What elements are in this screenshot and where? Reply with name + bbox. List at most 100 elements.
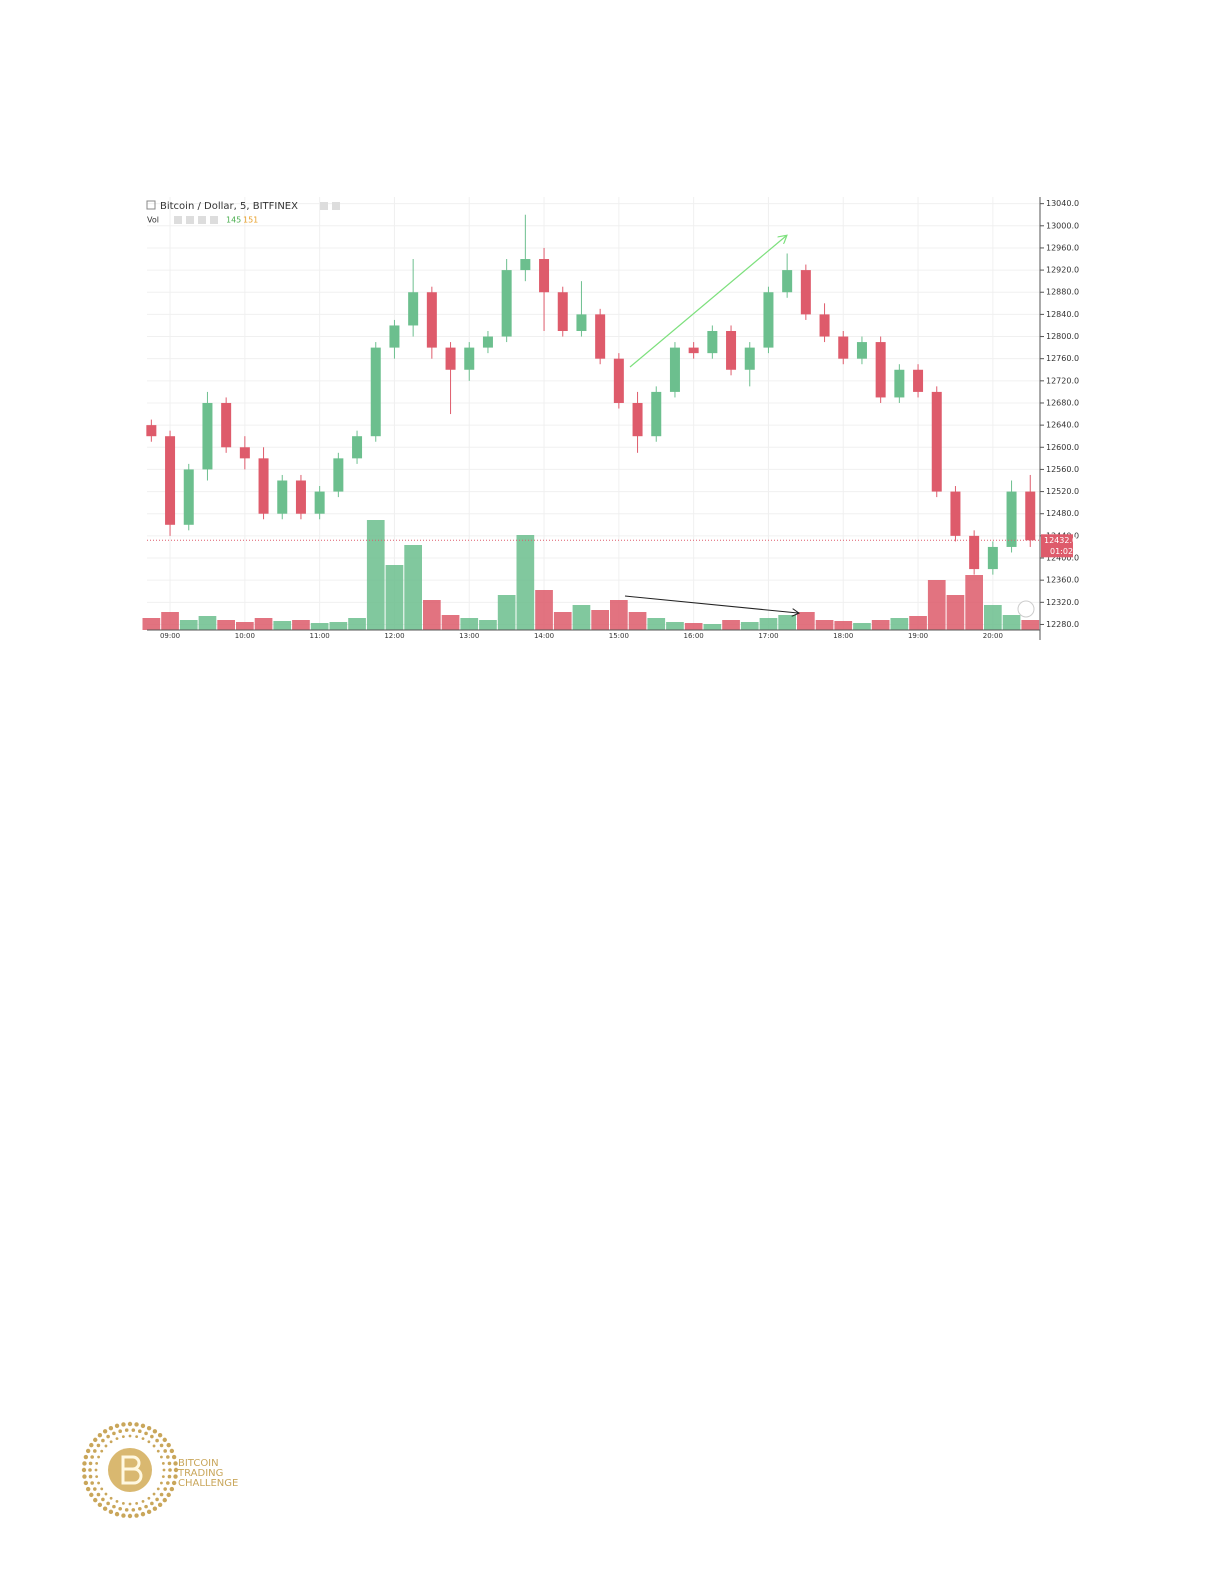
candle-body xyxy=(295,480,306,514)
volume-bar xyxy=(236,622,254,630)
volume-bar xyxy=(217,620,235,630)
logo-dot xyxy=(159,1443,164,1448)
candle-body xyxy=(202,402,213,470)
scroll-button[interactable] xyxy=(1017,600,1035,618)
logo-dot xyxy=(127,1421,133,1427)
candle-body xyxy=(651,391,662,437)
logo-dot xyxy=(134,1422,139,1427)
logo-dot xyxy=(100,1487,104,1491)
volume-bar xyxy=(853,623,871,630)
volume-bar xyxy=(273,621,292,630)
logo-dot xyxy=(156,1487,160,1491)
logo-dot xyxy=(134,1513,139,1518)
x-tick-label: 16:00 xyxy=(684,632,704,640)
toolbar-icons xyxy=(174,202,340,224)
logo-dot xyxy=(97,1481,100,1485)
chart: Bitcoin / Dollar, 5, BITFINEX Vol 145 15… xyxy=(142,197,1079,640)
candle-body xyxy=(632,402,643,437)
logo-dot xyxy=(138,1506,142,1511)
logo-dot xyxy=(131,1508,136,1512)
logo-dot xyxy=(101,1438,105,1443)
logo-dot xyxy=(150,1501,154,1506)
x-tick-label: 15:00 xyxy=(609,632,629,640)
logo-dot xyxy=(152,1429,158,1434)
plot-area xyxy=(147,197,1040,630)
logo-dot xyxy=(118,1506,122,1511)
candle-body xyxy=(314,491,325,514)
candle-body xyxy=(613,358,624,403)
logo-text: TRADING xyxy=(177,1468,223,1479)
logo-dot xyxy=(96,1492,101,1497)
candle-body xyxy=(782,270,793,293)
logo-dot xyxy=(124,1508,129,1512)
candle-body xyxy=(539,259,550,293)
trend-arrow xyxy=(629,236,786,368)
logo-dot xyxy=(108,1509,114,1515)
logo-dot xyxy=(100,1449,104,1453)
candle-body xyxy=(370,347,381,437)
logo-dot xyxy=(144,1431,148,1436)
volume-bar xyxy=(1002,615,1021,630)
logo-dot xyxy=(152,1492,156,1496)
candle-body xyxy=(258,458,269,514)
candle-body xyxy=(183,469,194,525)
x-tick-label: 20:00 xyxy=(983,632,1003,640)
logo-dot xyxy=(167,1461,172,1466)
volume-bar xyxy=(142,618,161,630)
logo-dot xyxy=(104,1444,108,1448)
logo-dot xyxy=(147,1496,151,1500)
candle-body xyxy=(800,270,811,315)
y-tick-label: 12840.0 xyxy=(1046,310,1079,319)
y-tick-label: 12520.0 xyxy=(1046,487,1079,496)
candle-body xyxy=(763,292,774,348)
logo-dot xyxy=(127,1513,133,1519)
volume-bar xyxy=(310,623,329,630)
candle-body xyxy=(239,447,250,459)
volume-bar xyxy=(946,595,965,630)
logo-dot xyxy=(109,1440,113,1444)
y-tick-label: 12600.0 xyxy=(1046,443,1079,452)
y-tick-label: 12560.0 xyxy=(1046,465,1079,474)
logo-dot xyxy=(83,1454,89,1460)
logo-dot xyxy=(97,1433,103,1438)
volume-bar xyxy=(292,620,310,630)
candle-body xyxy=(445,347,456,370)
logo-dot xyxy=(163,1449,167,1453)
volume-bar xyxy=(423,600,441,630)
logo-symbol xyxy=(121,1455,143,1485)
volume-bar xyxy=(348,618,366,630)
candle-body xyxy=(931,391,942,492)
x-tick-label: 19:00 xyxy=(908,632,928,640)
volume-bar xyxy=(329,622,348,630)
volume-bar xyxy=(610,600,628,630)
logo-dot xyxy=(115,1437,119,1440)
logo-dot xyxy=(114,1423,120,1429)
volume-bar xyxy=(516,535,535,630)
candle-body xyxy=(557,292,568,331)
volume-bar xyxy=(927,580,946,630)
candle-body xyxy=(987,546,998,570)
x-tick-label: 13:00 xyxy=(459,632,479,640)
volume-bar xyxy=(404,545,422,630)
logo-dot xyxy=(90,1455,94,1459)
candle-body xyxy=(576,314,587,331)
candle-body xyxy=(913,369,924,392)
logo-dot xyxy=(131,1428,136,1432)
volume-bar xyxy=(647,618,666,630)
logo-dot xyxy=(88,1461,93,1466)
candle-body xyxy=(726,330,737,370)
y-tick-label: 13000.0 xyxy=(1046,221,1079,230)
logo-text: BITCOIN xyxy=(178,1458,219,1469)
logo-dot xyxy=(94,1468,98,1472)
logo-dot xyxy=(108,1425,114,1431)
logo-dot xyxy=(162,1437,167,1443)
volume-bar xyxy=(984,605,1002,630)
volume-bar xyxy=(366,520,385,630)
volume-bar xyxy=(179,620,198,630)
logo-dot xyxy=(166,1481,170,1485)
volume-bar xyxy=(666,622,684,630)
collapse-icon[interactable] xyxy=(146,200,156,210)
logo-dot xyxy=(166,1492,171,1498)
logo-dot xyxy=(163,1487,167,1491)
volume-value: 145 xyxy=(226,216,241,225)
